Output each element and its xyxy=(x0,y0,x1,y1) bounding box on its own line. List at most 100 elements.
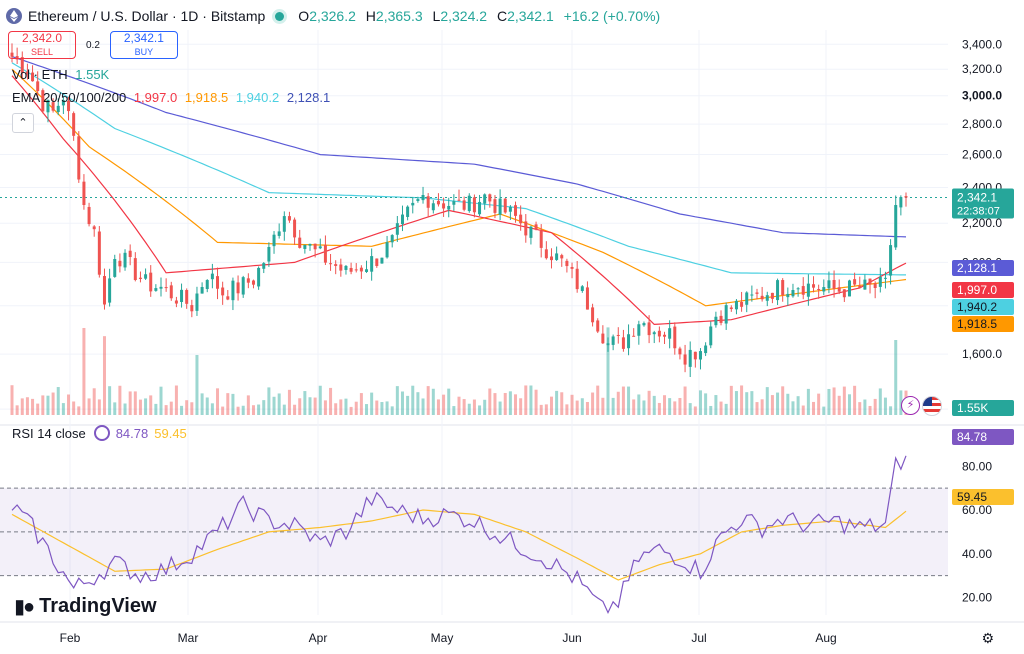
volume-bar xyxy=(555,390,559,415)
candle-body xyxy=(416,199,420,201)
candle-body xyxy=(832,279,836,289)
candle-body xyxy=(442,203,446,209)
rsi-ma-line xyxy=(11,509,907,581)
candle-body xyxy=(10,52,14,57)
volume-bar xyxy=(663,395,667,415)
candle-body xyxy=(400,214,404,225)
volume-bar xyxy=(72,401,76,415)
time-tick-label: Aug xyxy=(815,631,836,645)
candle-body xyxy=(827,280,831,289)
rsi-ma-badge xyxy=(952,489,1014,505)
ema20-badge-text: 1,997.0 xyxy=(957,283,997,297)
candle-body xyxy=(791,290,795,297)
volume-bar xyxy=(565,404,569,415)
candle-body xyxy=(514,205,518,216)
volume-bar xyxy=(668,398,672,415)
volume-bar xyxy=(847,394,851,415)
volume-bar xyxy=(478,405,482,415)
volume-badge-text: 1.55K xyxy=(957,401,988,415)
volume-bar xyxy=(457,396,461,415)
ema50-badge xyxy=(952,316,1014,332)
volume-bar xyxy=(46,395,50,415)
time-tick-label: Jul xyxy=(691,631,706,645)
lightning-icon[interactable]: ⚡ xyxy=(901,396,920,415)
volume-bar xyxy=(82,327,86,415)
volume-bar xyxy=(601,397,605,415)
volume-bar xyxy=(257,404,261,415)
volume-legend[interactable]: Vol · ETH 1.55K xyxy=(12,67,109,82)
candle-body xyxy=(719,315,723,323)
rsi-ma-badge-text: 59.45 xyxy=(957,490,987,504)
volume-bar xyxy=(585,401,589,415)
volume-bar xyxy=(632,399,636,415)
rsi-lines xyxy=(11,455,907,615)
volume-bar xyxy=(806,388,810,415)
volume-bar xyxy=(678,397,682,415)
symbol-title[interactable]: Ethereum / U.S. Dollar · 1D · Bitstamp xyxy=(28,8,266,24)
rsi-ma-legend-value: 59.45 xyxy=(154,425,187,441)
volume-bar xyxy=(31,398,35,415)
candle-body xyxy=(652,332,656,335)
volume-bar xyxy=(226,393,230,415)
trade-panel: 2,342.0 SELL 0.2 2,342.1 BUY xyxy=(8,31,178,59)
collapse-legend-button[interactable]: ⌃ xyxy=(12,113,34,133)
volume-bar xyxy=(812,401,816,415)
candle-body xyxy=(858,285,862,288)
rsi-band xyxy=(0,487,948,577)
ema200-value: 2,128.1 xyxy=(286,90,331,105)
volume-bar xyxy=(858,402,862,415)
candle-body xyxy=(570,266,574,269)
settings-gear-icon[interactable]: ⚙ xyxy=(981,630,994,646)
volume-bar xyxy=(174,385,178,415)
price-tick-label: 3,000.0 xyxy=(962,89,1002,103)
rsi-legend[interactable]: RSI 14 close 84.78 59.45 xyxy=(12,425,187,441)
volume-bar xyxy=(683,386,687,415)
volume-bar xyxy=(349,406,353,415)
volume-bar xyxy=(837,395,841,415)
ema-legend-label: EMA 20/50/100/200 xyxy=(12,90,127,105)
volume-bar xyxy=(734,391,738,415)
volume-bar xyxy=(436,399,440,415)
candle-body xyxy=(534,224,538,230)
candle-body xyxy=(724,305,728,324)
candle-body xyxy=(411,202,415,206)
price-tick-label: 3,200.0 xyxy=(962,62,1002,76)
volume-legend-label: Vol · ETH xyxy=(12,67,68,82)
change-value: +16.2 (+0.70%) xyxy=(563,8,661,24)
volume-bar xyxy=(637,394,641,415)
volume-bar xyxy=(77,406,81,415)
candle-body xyxy=(395,223,399,235)
volume-bar xyxy=(529,385,533,415)
volume-bar xyxy=(334,403,338,415)
us-flag-icon[interactable] xyxy=(922,396,942,416)
ema200-badge-text: 2,128.1 xyxy=(957,261,997,275)
candle-body xyxy=(519,214,523,224)
candle-body xyxy=(642,323,646,326)
volume-bar xyxy=(246,395,250,415)
volume-bar xyxy=(483,399,487,415)
volume-bar xyxy=(889,406,893,415)
candle-body xyxy=(185,290,189,304)
candle-body xyxy=(452,201,456,205)
candle-body xyxy=(806,283,810,297)
candle-body xyxy=(714,316,718,326)
candle-body xyxy=(113,258,117,277)
volume-bar xyxy=(118,385,122,415)
volume-bar xyxy=(894,340,898,415)
close-value: 2,342.1 xyxy=(507,8,554,24)
buy-button[interactable]: 2,342.1 BUY xyxy=(109,31,178,59)
candle-body xyxy=(657,330,661,337)
candle-body xyxy=(375,258,379,266)
volume-bar xyxy=(262,400,266,415)
ema-legend[interactable]: EMA 20/50/100/200 1,997.0 1,918.5 1,940.… xyxy=(12,90,330,105)
sell-button[interactable]: 2,342.0 SELL xyxy=(8,31,76,59)
ema50-badge-text: 1,918.5 xyxy=(957,317,997,331)
candle-body xyxy=(585,287,589,310)
volume-bar xyxy=(493,393,497,415)
volume-bar xyxy=(185,400,189,415)
time-axis[interactable]: Feb Mar Apr May Jun Jul Aug xyxy=(60,631,837,645)
volume-bar xyxy=(87,398,91,415)
candle-body xyxy=(344,265,348,270)
candle-body xyxy=(313,243,317,250)
